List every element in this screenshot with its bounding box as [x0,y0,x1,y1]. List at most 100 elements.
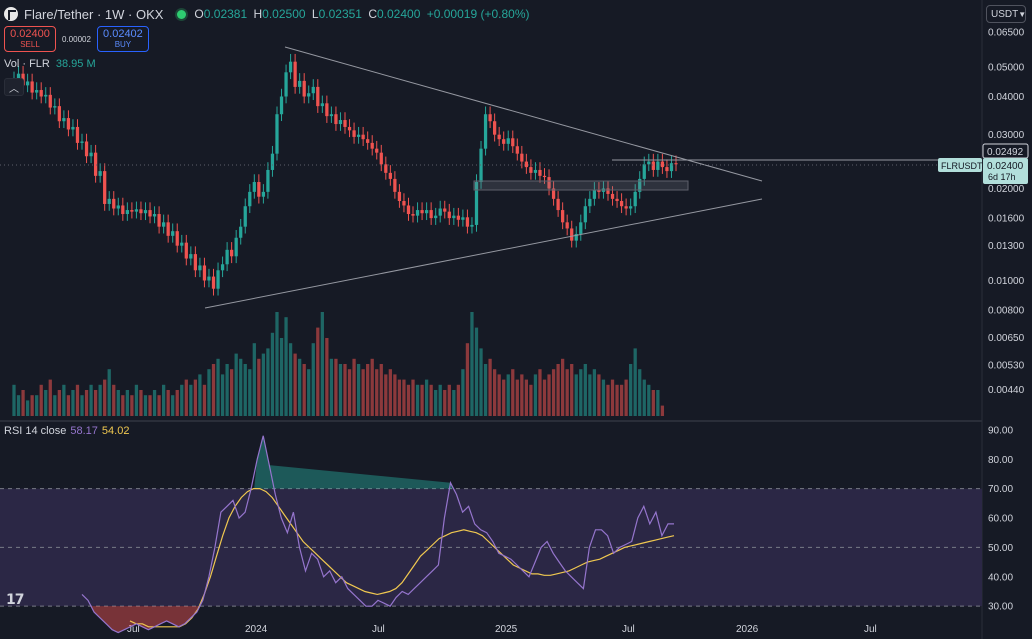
volume-bar [80,395,84,416]
volume-bar [334,358,338,416]
price-tick-label: 0.01600 [988,214,1025,225]
candle-body [452,215,456,219]
volume-bar [470,312,474,416]
volume-bar [307,369,311,416]
volume-bar [352,358,356,416]
time-tick-label: Jul [622,624,635,635]
candle-body [669,163,674,172]
volume-bar [220,374,225,416]
rsi-legend[interactable]: RSI 14 close 58.17 54.02 [4,425,129,437]
ohlc-low-value: 0.02351 [318,7,362,21]
chevron-up-icon[interactable]: ︿ [4,78,24,96]
candle-body [298,80,302,87]
time-tick-label: 2025 [495,624,518,635]
candle-body [211,276,216,289]
candle-body [225,249,229,265]
volume-bar [39,384,43,416]
rsi-tick-label: 60.00 [988,514,1013,525]
candle-body [529,167,533,173]
candle-body [266,169,270,192]
volume-bar [570,364,574,416]
candle-body [302,80,306,97]
candle-body [610,193,615,199]
time-tick-label: 2024 [245,624,268,635]
candle-body [216,270,220,289]
candle-body [434,215,438,219]
volume-legend-label: Vol · FLR [4,58,50,70]
symbol-tag [938,158,982,172]
buy-button[interactable]: 0.02402 BUY [96,26,149,52]
rsi-overbought-fill [254,435,454,489]
volume-bar [411,379,415,416]
candle-body [116,205,120,209]
rsi-legend-label: RSI 14 close [4,425,67,437]
candle-body [474,182,479,225]
volume-bar [12,384,16,416]
symbol-title[interactable]: Flare/Tether · 1W · OKX [24,6,164,22]
candle-body [570,228,574,241]
volume-legend[interactable]: Vol · FLR 38.95 M [4,58,96,70]
rsi-ma-line [129,488,675,628]
volume-bar [171,395,175,416]
candle-body [443,208,447,212]
candle-body [98,171,102,176]
volume-bar [375,369,379,416]
candle-body [112,198,116,209]
rsi-tick-label: 90.00 [988,425,1013,436]
ohlc-readout: O0.02381 H0.02500 L0.02351 C0.02400 +0.0… [194,7,532,21]
candle-body [642,164,646,179]
volume-bar [624,379,628,416]
volume-bar [57,390,61,416]
candle-body [415,210,420,216]
candle-body [502,139,506,144]
price-tick-label: 0.00800 [988,306,1025,317]
volume-bar [103,379,107,416]
rsi-tick-label: 30.00 [988,602,1013,613]
volume-bar [497,374,501,416]
volume-bar [84,390,89,416]
candle-body [583,206,587,223]
volume-bar [234,353,238,416]
candle-body [207,276,211,281]
volume-bar [565,369,569,416]
tradingview-logo-icon[interactable]: 17 [6,592,25,608]
volume-bar [420,384,424,416]
candle-body [461,217,465,220]
volume-bar [347,369,352,416]
volume-legend-value: 38.95 M [55,58,96,70]
rsi-tick-label: 50.00 [988,543,1013,554]
candle-body [130,210,134,212]
volume-bar [225,364,229,416]
volume-bar [143,395,148,416]
volume-bar [660,405,665,416]
candle-body [397,191,402,202]
volume-bar [121,395,125,416]
volume-bar [384,374,388,416]
volume-bar [25,400,30,416]
candle-body [103,171,107,204]
candle-body [506,138,510,144]
chart-header: Flare/Tether · 1W · OKX O0.02381 H0.0250… [0,5,532,23]
volume-bar [53,395,57,416]
volume-bar [175,390,179,416]
candle-body [429,210,433,219]
candle-body [633,191,637,207]
candle-body [57,106,61,122]
candle-body [161,222,166,227]
candle-body [270,153,275,170]
price-tick-label: 0.00440 [988,385,1025,396]
candle-body [492,121,497,135]
candle-body [334,114,338,125]
volume-bar [561,358,565,416]
candle-body [488,114,492,122]
volume-bar [148,395,152,416]
sell-button[interactable]: 0.02400 SELL [4,26,56,52]
volume-bar [388,369,392,416]
candle-body [370,142,374,149]
currency-selector[interactable]: USDT ▼ [986,5,1026,23]
volume-bar [298,358,302,416]
volume-bar [116,390,120,416]
candle-body [347,126,352,131]
candle-body [16,73,21,80]
